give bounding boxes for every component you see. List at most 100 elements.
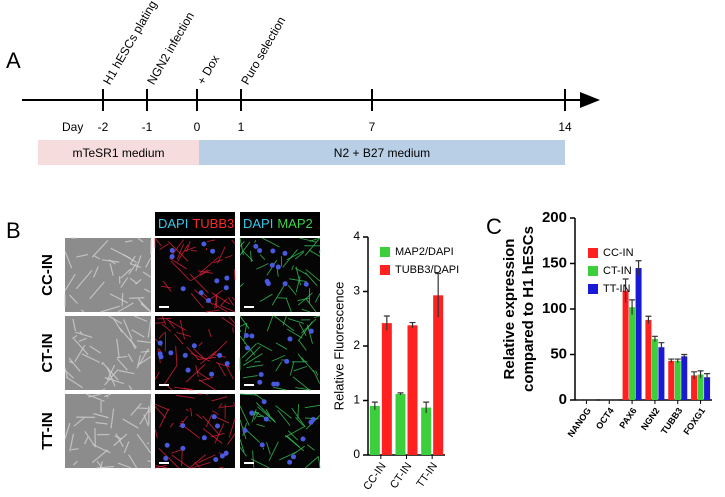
nucleus (170, 254, 175, 259)
legend-swatch (380, 247, 390, 257)
texture (182, 450, 183, 466)
micrograph (155, 394, 235, 468)
nucleus (282, 251, 287, 256)
row-label: CC-IN (39, 254, 56, 296)
nucleus (259, 372, 264, 377)
nucleus (271, 382, 276, 387)
nucleus (158, 340, 163, 345)
nucleus (209, 372, 214, 377)
nucleus (249, 410, 254, 415)
image-bg (65, 394, 151, 468)
nucleus (257, 248, 262, 253)
legend-swatch (588, 248, 598, 258)
nucleus (260, 442, 265, 447)
x-tick-label: NANOG (566, 406, 593, 439)
legend-swatch (588, 284, 598, 294)
nucleus (287, 336, 292, 341)
nucleus (253, 244, 258, 249)
nucleus (244, 333, 249, 338)
bar (623, 291, 629, 400)
nucleus (213, 457, 218, 462)
image-bg (65, 238, 151, 312)
nucleus (180, 446, 185, 451)
panel-label: C (486, 214, 502, 239)
x-tick-label: CT-IN (388, 460, 414, 490)
stain-name: TUBB3 (192, 216, 234, 231)
bar (698, 375, 704, 400)
x-tick-label: OCT4 (594, 406, 616, 431)
nucleus (224, 285, 229, 290)
nucleus (264, 417, 269, 422)
x-tick-label: TUBB3 (659, 406, 684, 436)
y-tick-label: 4 (353, 229, 360, 243)
row-label: CT-IN (39, 333, 56, 372)
stain-name: MAP2 (277, 216, 312, 231)
y-axis-label: Relative expression (501, 239, 518, 380)
y-tick-label: 3 (353, 284, 360, 298)
x-tick-label: NGN2 (639, 406, 662, 432)
nucleus (165, 443, 170, 448)
nucleus (291, 454, 296, 459)
micrograph (155, 316, 235, 390)
bar (433, 295, 443, 455)
bar (370, 406, 380, 455)
bar (421, 408, 431, 455)
image-bg (240, 394, 320, 468)
nucleus (270, 249, 275, 254)
y-tick-label: 2 (353, 338, 360, 352)
legend-swatch (380, 265, 390, 275)
nucleus (308, 420, 313, 425)
bar (681, 356, 687, 400)
day-number: 0 (194, 120, 201, 134)
y-tick-label: 150 (542, 254, 567, 271)
bar (675, 361, 681, 400)
bar (691, 375, 697, 400)
nucleus (212, 414, 217, 419)
texture (319, 250, 320, 253)
nucleus (257, 380, 262, 385)
nucleus (249, 334, 254, 339)
medium-label: mTeSR1 medium (72, 146, 164, 160)
nucleus (225, 361, 230, 366)
day-label: Day (62, 120, 83, 134)
nucleus (224, 276, 229, 281)
day-number: 14 (558, 120, 572, 134)
nucleus (201, 242, 206, 247)
legend-label: MAP2/DAPI (395, 246, 454, 258)
nucleus (301, 437, 306, 442)
texture (129, 298, 144, 299)
nucleus (283, 281, 288, 286)
nucleus (284, 359, 289, 364)
nucleus (304, 282, 309, 287)
nucleus (266, 281, 271, 286)
event-label: + Dox (194, 53, 222, 87)
panel-label: B (6, 218, 21, 243)
legend-label: TUBB3/DAPI (395, 264, 459, 276)
bar (668, 361, 674, 400)
event-label: NGN2 infection (144, 10, 197, 87)
y-tick-label: 0 (353, 447, 360, 461)
nucleus (163, 456, 168, 461)
y-tick-label: 200 (542, 209, 567, 226)
nucleus (243, 428, 248, 433)
nucleus (217, 353, 222, 358)
bar (629, 307, 635, 400)
nucleus (192, 343, 197, 348)
texture (122, 293, 123, 306)
bar (658, 347, 664, 400)
day-number: 1 (238, 120, 245, 134)
nucleus (202, 435, 207, 440)
nucleus (270, 263, 275, 268)
bar (645, 320, 651, 400)
texture (148, 461, 151, 462)
legend-label: CC-IN (603, 247, 634, 259)
nucleus (199, 290, 204, 295)
nucleus (309, 329, 314, 334)
nucleus (220, 454, 225, 459)
bar (652, 339, 658, 400)
legend-label: CT-IN (603, 265, 632, 277)
texture (155, 323, 165, 324)
stain-name: DAPI (243, 216, 273, 231)
x-tick-label: PAX6 (617, 406, 638, 430)
micrograph (240, 316, 320, 390)
